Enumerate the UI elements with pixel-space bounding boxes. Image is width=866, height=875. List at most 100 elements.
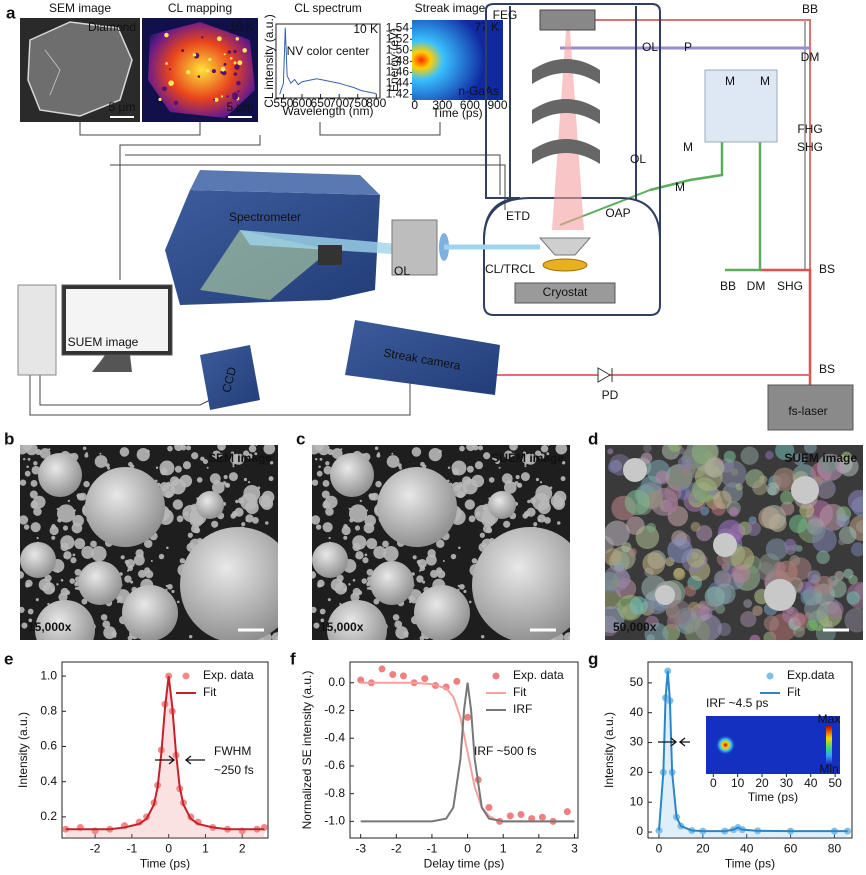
x-tick-label: -2 xyxy=(391,841,402,855)
x-tick-label: 20 xyxy=(696,841,710,855)
x-tick-label: 900 xyxy=(487,98,507,112)
particle xyxy=(561,461,566,465)
particle xyxy=(75,581,78,584)
particle xyxy=(219,452,223,456)
y-tick-label: 0.2 xyxy=(40,809,57,823)
micrograph-content xyxy=(312,445,570,640)
particle-large xyxy=(35,600,95,640)
particle xyxy=(102,620,111,629)
particle-large xyxy=(377,467,457,547)
particle xyxy=(422,464,427,469)
cl-spot xyxy=(213,98,216,101)
particle xyxy=(105,463,110,468)
particle xyxy=(355,551,364,560)
annotation: NV color center xyxy=(287,44,370,58)
colorbar-label: Min xyxy=(819,762,838,776)
micrograph-content xyxy=(605,445,863,640)
particle xyxy=(468,515,476,523)
particle xyxy=(644,622,669,640)
particle xyxy=(312,515,321,525)
particle xyxy=(352,578,356,582)
particle xyxy=(816,550,830,565)
particle xyxy=(392,614,400,621)
x-tick-label: 40 xyxy=(740,841,754,855)
particle xyxy=(228,472,238,482)
annotation: FWHM xyxy=(214,744,251,758)
x-tick-label: 0 xyxy=(464,841,471,855)
particle xyxy=(348,569,352,573)
particle xyxy=(478,445,484,451)
y-tick-label: 1.0 xyxy=(40,668,57,682)
cl-spot xyxy=(181,49,185,53)
particle xyxy=(186,445,192,451)
particle xyxy=(377,452,380,455)
particle xyxy=(327,598,331,602)
particle xyxy=(51,524,56,529)
x-tick-label: 700 xyxy=(329,96,349,110)
particle xyxy=(668,445,682,452)
x-tick-label: 750 xyxy=(348,96,368,110)
particle xyxy=(352,535,367,550)
setup-label: SUEM image xyxy=(68,335,139,349)
particle xyxy=(471,558,478,564)
particle xyxy=(397,463,402,468)
particle xyxy=(663,498,679,513)
particle xyxy=(320,618,325,623)
setup-label: CL/TRCL xyxy=(485,262,535,276)
setup-label: ETD xyxy=(506,209,530,223)
particle xyxy=(361,578,368,584)
particle xyxy=(523,510,530,517)
cl-spot xyxy=(221,70,227,76)
particle xyxy=(459,445,465,452)
cl-spot xyxy=(223,53,226,56)
particle xyxy=(394,620,403,629)
x-tick-label: 0 xyxy=(411,98,418,112)
particle-large xyxy=(370,561,414,605)
particle xyxy=(179,558,186,564)
particle xyxy=(325,461,330,466)
legend-marker xyxy=(766,672,774,680)
data-line xyxy=(279,27,377,95)
particle xyxy=(47,602,50,606)
particle-large xyxy=(655,585,675,605)
cryostat xyxy=(514,282,616,304)
cl-spot xyxy=(220,95,224,98)
lens xyxy=(532,139,600,164)
panel-label: a xyxy=(6,3,16,22)
particle xyxy=(166,546,169,549)
cl-spot xyxy=(233,49,237,54)
y-tick-label: 20 xyxy=(630,765,644,779)
particle xyxy=(517,482,523,488)
particle xyxy=(21,622,28,629)
particle xyxy=(155,466,159,469)
y-axis-label: Energy (eV) xyxy=(387,28,401,92)
particle xyxy=(23,458,26,461)
y-tick-label: 1.42 xyxy=(386,87,410,101)
setup-label: OL xyxy=(630,152,646,166)
micrograph-content xyxy=(20,445,278,640)
particle xyxy=(81,598,88,605)
particle xyxy=(452,468,460,476)
particle xyxy=(740,446,759,465)
particle xyxy=(124,559,130,565)
particle xyxy=(254,452,258,456)
particle xyxy=(94,455,108,468)
particle xyxy=(161,483,176,498)
particle xyxy=(325,507,334,516)
particle xyxy=(72,553,76,557)
particle xyxy=(74,587,78,590)
particle xyxy=(376,453,381,458)
particle xyxy=(20,479,27,486)
particle xyxy=(776,473,791,488)
column-wall xyxy=(509,6,637,200)
objective-box xyxy=(391,219,438,276)
particle xyxy=(843,568,854,579)
particle xyxy=(605,520,630,546)
particle xyxy=(56,583,59,586)
setup-label: OL xyxy=(642,40,658,54)
panel-label: c xyxy=(296,429,305,448)
particle xyxy=(187,532,193,538)
particle xyxy=(730,468,739,476)
setup-label: CCD xyxy=(219,365,239,394)
particle xyxy=(447,466,451,469)
